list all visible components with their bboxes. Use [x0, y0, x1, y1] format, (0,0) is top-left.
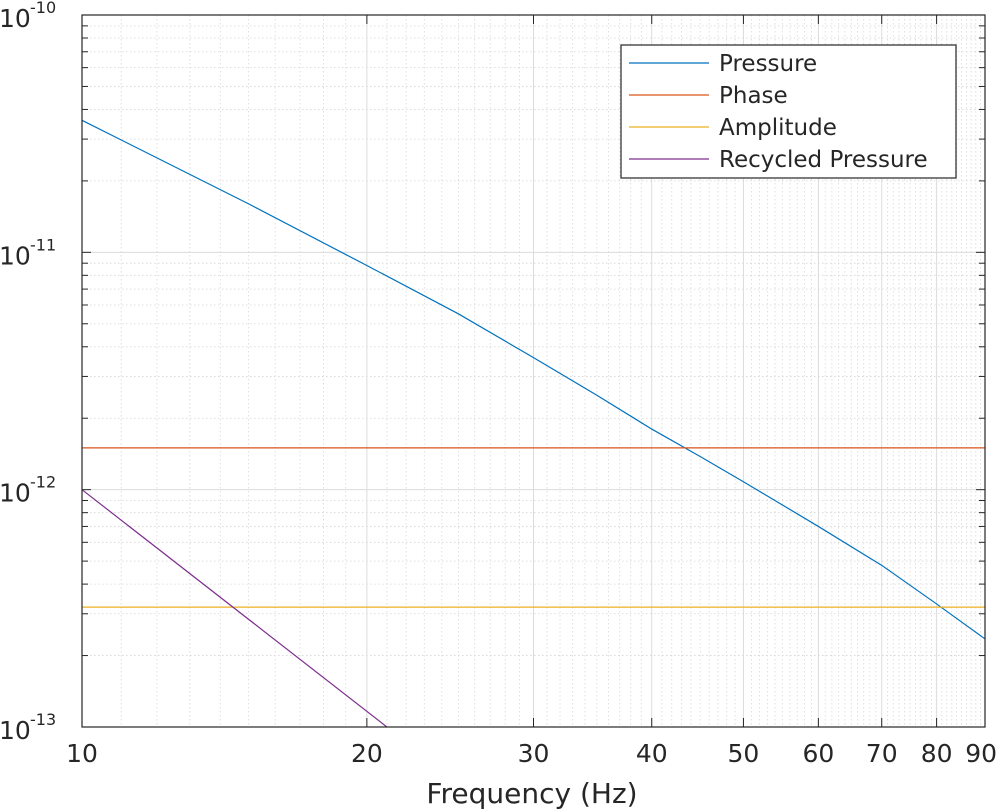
- legend-label-pressure: Pressure: [719, 51, 817, 77]
- x-tick-label: 40: [636, 739, 668, 768]
- y-tick-exponent: -10: [30, 0, 56, 17]
- legend-label-phase: Phase: [719, 83, 788, 109]
- y-tick-base: 10: [0, 241, 31, 270]
- y-tick-label: 10 -11: [0, 235, 56, 270]
- x-axis-ticks: 10 20 30 40 50 60 70 80 90: [66, 15, 997, 768]
- y-tick-exponent: -12: [30, 473, 56, 492]
- y-tick-label: 10 -13: [0, 710, 56, 745]
- x-tick-label: 10: [66, 739, 98, 768]
- series-line-pressure: [81, 119, 986, 640]
- x-tick-label: 30: [518, 739, 550, 768]
- y-tick-exponent: -13: [30, 710, 56, 729]
- x-tick-label: 70: [866, 739, 898, 768]
- x-tick-label: 90: [965, 739, 997, 768]
- legend-label-amplitude: Amplitude: [719, 115, 837, 141]
- x-tick-label: 60: [802, 739, 834, 768]
- x-tick-label: 50: [728, 739, 760, 768]
- legend: Pressure Phase Amplitude Recycled Pressure: [620, 44, 957, 179]
- series-line-recycled-pressure: [81, 489, 388, 728]
- x-tick-label: 80: [921, 739, 953, 768]
- y-tick-base: 10: [0, 479, 31, 508]
- x-axis-title: Frequency (Hz): [426, 777, 637, 810]
- y-tick-exponent: -11: [30, 235, 56, 254]
- series-layer: [81, 119, 986, 728]
- y-tick-base: 10: [0, 4, 31, 33]
- legend-label-recycled-pressure: Recycled Pressure: [719, 147, 928, 173]
- y-tick-label: 10 -10: [0, 0, 56, 33]
- legend-box: [620, 44, 957, 179]
- x-tick-label: 20: [351, 739, 383, 768]
- y-tick-label: 10 -12: [0, 473, 56, 508]
- y-tick-base: 10: [0, 716, 31, 745]
- legend-items: Pressure Phase Amplitude Recycled Pressure: [629, 51, 928, 173]
